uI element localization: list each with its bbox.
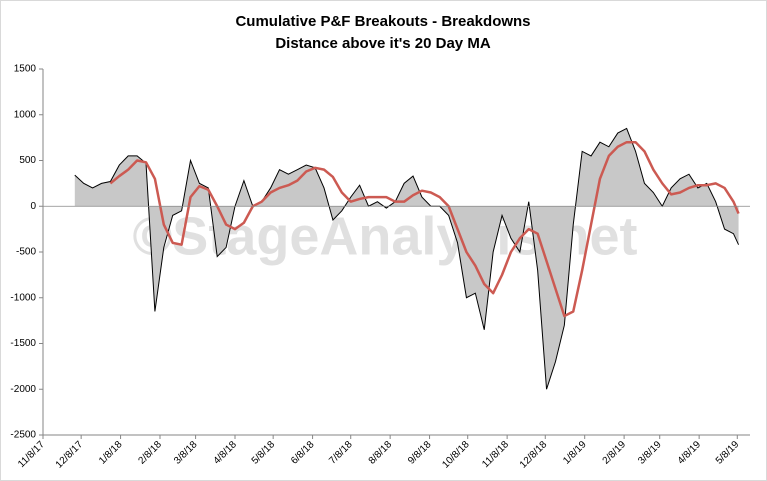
y-tick-label: 1500 [14, 64, 37, 75]
chart-subtitle: Distance above it's 20 Day MA [275, 35, 490, 52]
line [74, 127, 740, 390]
y-tick-label: 0 [30, 201, 36, 212]
y-tick-label: 500 [19, 155, 36, 166]
y-tick-label: -2000 [10, 384, 36, 395]
ma-line [109, 140, 740, 318]
y-tick-label: -1500 [10, 338, 36, 349]
area [74, 128, 739, 390]
y-tick-label: -1000 [10, 292, 36, 303]
chart-title: Cumulative P&F Breakouts - Breakdowns [235, 13, 530, 30]
y-tick-label: -2500 [10, 430, 36, 441]
y-tick-label: -500 [16, 247, 36, 258]
y-tick-label: 1000 [14, 109, 37, 120]
